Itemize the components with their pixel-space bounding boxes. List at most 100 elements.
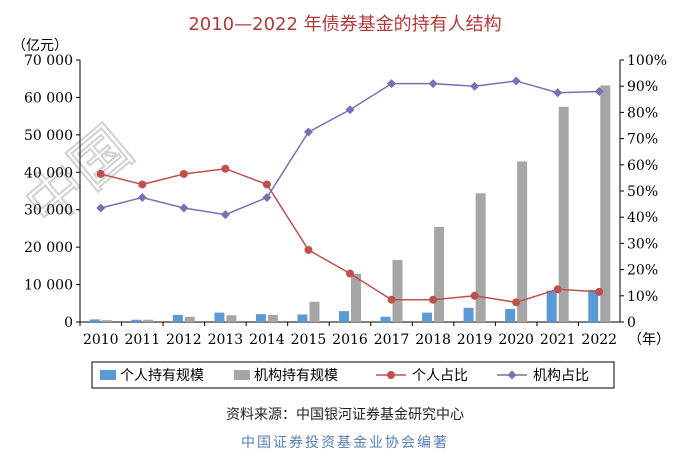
left-tick-label: 10 000 <box>24 278 73 294</box>
legend-label-0: 个人持有规模 <box>120 368 204 384</box>
legend-label-1: 机构持有规模 <box>254 368 338 384</box>
institution-share-point-2017 <box>387 79 397 89</box>
x-tick-label: 2019 <box>457 332 493 348</box>
individual-share-point-2012 <box>179 169 188 178</box>
right-tick-label: 40% <box>627 210 658 226</box>
right-tick-label: 100% <box>627 53 667 69</box>
institution-share-point-2014 <box>262 193 272 203</box>
bar-individual-2019 <box>463 307 474 322</box>
right-tick-label: 90% <box>627 79 658 95</box>
bar-individual-2022 <box>588 289 599 322</box>
bar-individual-2013 <box>214 312 225 322</box>
legend-swatch-0 <box>100 370 116 380</box>
legend-marker-3 <box>507 370 517 380</box>
institution-share-point-2015 <box>303 127 313 137</box>
right-tick-label: 10% <box>627 289 658 305</box>
right-tick-label: 50% <box>627 184 658 200</box>
x-tick-label: 2012 <box>166 332 202 348</box>
left-tick-label: 30 000 <box>24 203 73 219</box>
x-tick-label: 2010 <box>83 332 119 348</box>
individual-share-point-2016 <box>346 269 354 278</box>
right-tick-label: 60% <box>627 158 658 174</box>
individual-share-point-2011 <box>138 180 147 189</box>
institution-share-point-2013 <box>220 210 230 220</box>
institution-share-point-2010 <box>96 203 106 213</box>
right-tick-label: 0 <box>627 315 636 331</box>
x-tick-label: 2021 <box>540 332 576 348</box>
watermark: 中国 <box>11 112 146 240</box>
bar-institution-2021 <box>558 106 569 323</box>
institution-share-point-2012 <box>179 203 189 213</box>
bar-institution-2020 <box>517 161 528 322</box>
bar-individual-2014 <box>255 314 266 322</box>
bar-individual-2018 <box>422 312 433 322</box>
x-tick-label: 2022 <box>581 332 617 348</box>
bar-individual-2011 <box>131 319 142 322</box>
legend-marker-2 <box>387 371 395 379</box>
bar-individual-2020 <box>505 308 516 322</box>
institution-share-point-2021 <box>553 88 563 98</box>
plot-area: 0 10 000 20 000 30 000 40 000 50 000 60 000 70 … <box>12 38 670 389</box>
individual-share-point-2020 <box>512 298 521 307</box>
right-tick-label: 70% <box>627 132 658 148</box>
individual-share-point-2013 <box>221 164 230 173</box>
institution-share-point-2011 <box>137 193 147 203</box>
institution-share-point-2022 <box>594 86 604 96</box>
x-tick-label: 2018 <box>415 332 451 348</box>
bar-institution-2013 <box>226 315 237 322</box>
individual-share-point-2022 <box>595 287 604 296</box>
bar-institution-2014 <box>267 314 278 322</box>
left-tick-label: 40 000 <box>24 165 73 181</box>
bar-individual-2015 <box>297 314 308 322</box>
x-tick-label: 2017 <box>374 332 410 348</box>
bar-institution-2015 <box>309 301 320 322</box>
x-tick-label: 2015 <box>291 332 327 348</box>
institution-share-point-2019 <box>470 81 480 91</box>
institution-share-point-2016 <box>345 105 355 115</box>
legend-label-3: 机构占比 <box>533 368 589 384</box>
left-tick-label: 50 000 <box>24 128 73 144</box>
bar-institution-2010 <box>101 320 112 322</box>
bar-individual-2016 <box>339 311 349 322</box>
x-tick-label: 2016 <box>332 332 368 348</box>
x-tick-label: 2014 <box>249 332 285 348</box>
individual-share-point-2017 <box>387 295 396 304</box>
footer-text: 中国证券投资基金业协会编著 <box>241 435 449 451</box>
right-tick-label: 30% <box>627 236 658 252</box>
institution-share-point-2018 <box>428 79 438 89</box>
bar-institution-2022 <box>600 85 611 322</box>
legend-swatch-1 <box>234 370 250 380</box>
left-tick-label: 60 000 <box>24 90 73 106</box>
bar-institution-2012 <box>184 316 195 322</box>
institution-share-point-2020 <box>511 76 521 86</box>
bar-institution-2016 <box>351 273 361 322</box>
source-note: 资料来源：中国银河证券基金研究中心 <box>226 407 464 423</box>
individual-share-point-2018 <box>429 295 438 304</box>
legend-box <box>91 361 615 389</box>
left-tick-label: 0 <box>64 315 73 331</box>
individual-share-point-2010 <box>96 169 105 178</box>
bar-institution-2018 <box>434 226 445 322</box>
left-tick-label: 20 000 <box>24 240 73 256</box>
chart-title: 2010—2022 年债券基金的持有人结构 <box>188 14 502 35</box>
bar-individual-2010 <box>89 319 100 322</box>
individual-share-point-2019 <box>470 291 479 300</box>
individual-share-point-2014 <box>262 180 271 189</box>
bar-individual-2017 <box>380 316 391 322</box>
x-tick-label: 2013 <box>208 332 244 348</box>
individual-share-point-2015 <box>304 245 313 254</box>
x-tick-label: 2020 <box>498 332 534 348</box>
x-axis-unit: （年） <box>628 332 670 348</box>
right-tick-label: 80% <box>627 105 658 121</box>
left-axis-unit: （亿元） <box>12 38 68 54</box>
bar-individual-2012 <box>172 314 183 322</box>
legend-label-2: 个人占比 <box>412 368 468 384</box>
bar-institution-2019 <box>475 193 486 322</box>
individual-share-point-2021 <box>553 285 562 294</box>
bar-institution-2017 <box>392 259 403 322</box>
x-tick-label: 2011 <box>124 332 160 348</box>
right-tick-label: 20% <box>627 263 658 279</box>
bar-institution-2011 <box>143 319 154 322</box>
left-tick-label: 70 000 <box>24 53 73 69</box>
